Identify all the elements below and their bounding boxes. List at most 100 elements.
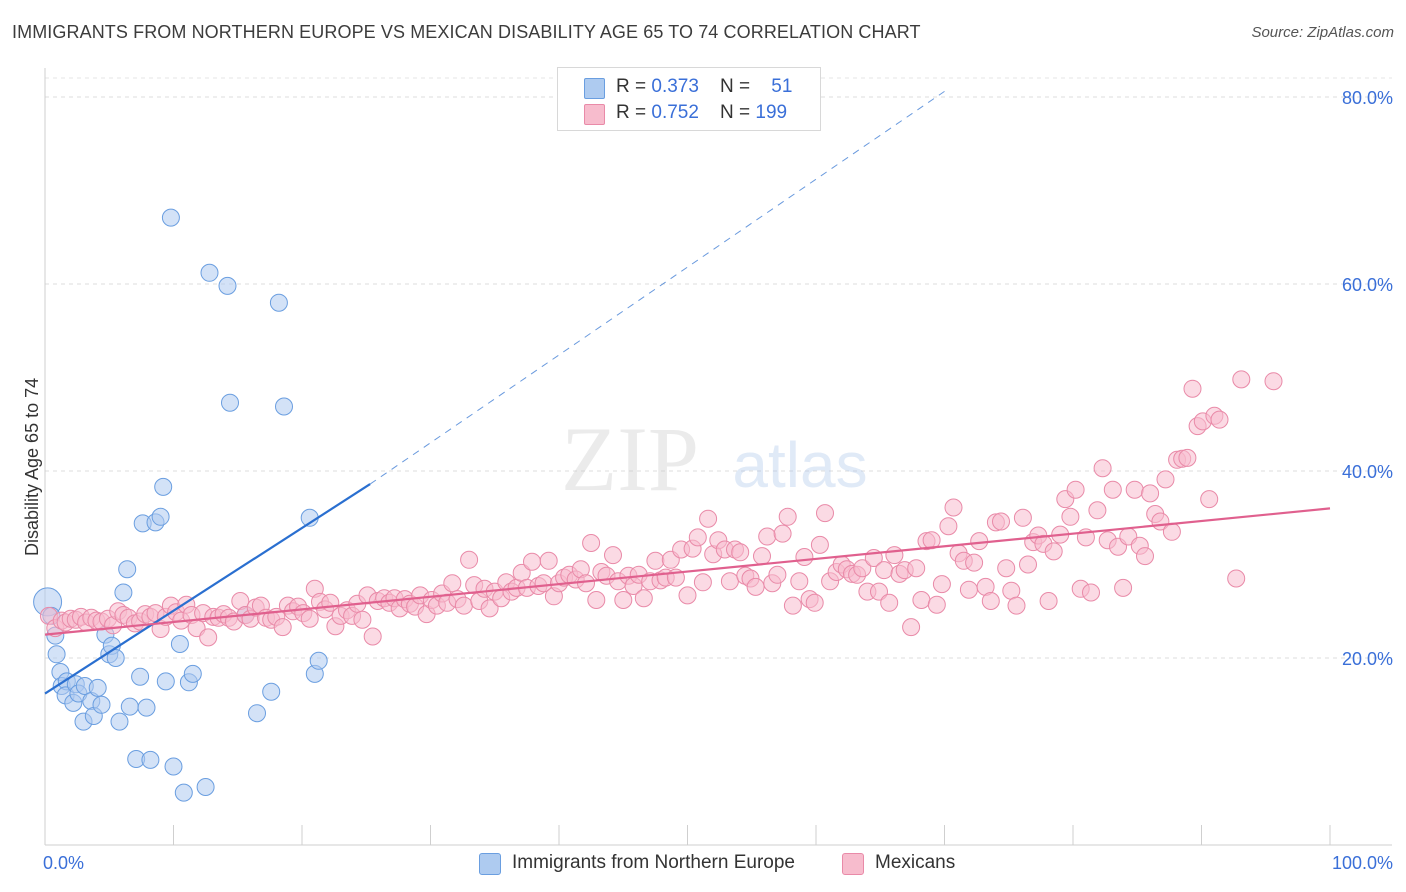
point-mexicans [773, 524, 792, 543]
point-mexicans [604, 546, 622, 565]
legend-swatch-blue [479, 853, 501, 875]
point-northern-europe [88, 678, 107, 697]
y-tick-label: 60.0% [1342, 275, 1393, 295]
point-mexicans [790, 572, 809, 591]
point-mexicans [853, 559, 872, 578]
point-mexicans [582, 534, 601, 552]
point-mexicans [778, 507, 797, 526]
point-northern-europe [156, 672, 175, 691]
point-mexicans [688, 528, 707, 547]
point-mexicans [731, 543, 750, 562]
point-mexicans [1066, 480, 1085, 499]
point-northern-europe [106, 649, 125, 667]
point-mexicans [965, 553, 984, 572]
y-tick-label: 20.0% [1342, 649, 1393, 669]
point-mexicans [875, 561, 894, 580]
point-mexicans [460, 550, 479, 569]
axes [44, 68, 1392, 846]
x-tick-label-min: 0.0% [43, 853, 84, 873]
series-northern-europe-points [33, 208, 328, 802]
legend-swatch-blue [584, 78, 605, 99]
point-northern-europe [174, 783, 193, 802]
point-mexicans [927, 595, 946, 614]
point-northern-europe [170, 635, 189, 653]
point-northern-europe [141, 750, 160, 769]
source-label: Source: ZipAtlas.com [1251, 24, 1394, 41]
grid-lines [45, 77, 1392, 659]
point-mexicans [1210, 410, 1229, 429]
point-mexicans [1200, 490, 1219, 509]
point-mexicans [1156, 470, 1175, 489]
point-mexicans [1019, 555, 1037, 574]
point-mexicans [1088, 501, 1107, 520]
point-mexicans [912, 591, 931, 609]
point-mexicans [693, 573, 712, 592]
point-mexicans [1141, 484, 1160, 503]
point-mexicans [997, 559, 1016, 578]
trend-line-northern-europe [44, 483, 371, 695]
y-tick-label: 80.0% [1342, 88, 1393, 108]
point-mexicans [768, 565, 787, 584]
point-mexicans [746, 577, 765, 596]
point-mexicans [944, 498, 963, 517]
point-mexicans [981, 592, 1000, 610]
r-label: R = [616, 102, 652, 123]
r-label: R = [616, 76, 652, 97]
point-mexicans [300, 609, 319, 628]
point-mexicans [753, 547, 771, 566]
point-mexicans [443, 574, 462, 593]
point-northern-europe [151, 507, 170, 526]
watermark: ZIP atlas [561, 408, 868, 510]
legend-label: Immigrants from Northern Europe [512, 852, 795, 873]
point-mexicans [902, 618, 921, 637]
point-mexicans [699, 509, 718, 528]
point-mexicans [1136, 547, 1154, 566]
point-northern-europe [120, 697, 139, 716]
legend-text: R = 0.752 N = 199 [616, 102, 787, 124]
point-mexicans [959, 580, 978, 599]
point-mexicans [795, 548, 814, 566]
point-mexicans [816, 504, 834, 523]
point-northern-europe [183, 664, 202, 683]
point-mexicans [1061, 507, 1080, 526]
point-mexicans [1183, 379, 1202, 398]
point-northern-europe [47, 645, 66, 664]
point-mexicans [1264, 372, 1283, 391]
trend-line-mexicans [44, 507, 1331, 636]
point-mexicans [720, 572, 739, 591]
chart-title: IMMIGRANTS FROM NORTHERN EUROPE VS MEXIC… [12, 22, 921, 42]
n-label: N = [720, 102, 756, 123]
watermark-atlas: atlas [732, 429, 867, 501]
point-mexicans [1082, 583, 1100, 602]
point-northern-europe [137, 698, 156, 717]
point-mexicans [614, 591, 633, 609]
point-mexicans [1162, 522, 1181, 541]
point-mexicans [678, 586, 697, 605]
point-mexicans [1039, 592, 1058, 610]
legend-text: R = 0.373 N = 51 [616, 76, 792, 98]
point-mexicans [907, 559, 926, 578]
point-northern-europe [269, 293, 288, 312]
point-northern-europe [196, 778, 215, 796]
point-mexicans [810, 535, 829, 554]
correlation-legend: R = 0.373 N = 51 R = 0.752 N = 199 [557, 67, 821, 131]
point-northern-europe [200, 263, 219, 282]
legend-swatch-pink [842, 853, 864, 875]
point-northern-europe [118, 560, 137, 579]
point-mexicans [970, 532, 989, 551]
point-mexicans [646, 551, 665, 570]
point-mexicans [1103, 480, 1122, 499]
n-value: 199 [755, 102, 788, 123]
y-tick-label: 40.0% [1342, 462, 1393, 482]
point-mexicans [885, 546, 904, 565]
x-tick-label-max: 100.0% [1332, 853, 1393, 873]
point-mexicans [805, 593, 824, 612]
point-mexicans [634, 589, 653, 608]
point-mexicans [880, 593, 899, 612]
point-mexicans [480, 599, 499, 618]
point-mexicans [353, 610, 372, 629]
point-mexicans [577, 574, 595, 593]
point-mexicans [199, 628, 218, 647]
point-northern-europe [248, 704, 266, 723]
